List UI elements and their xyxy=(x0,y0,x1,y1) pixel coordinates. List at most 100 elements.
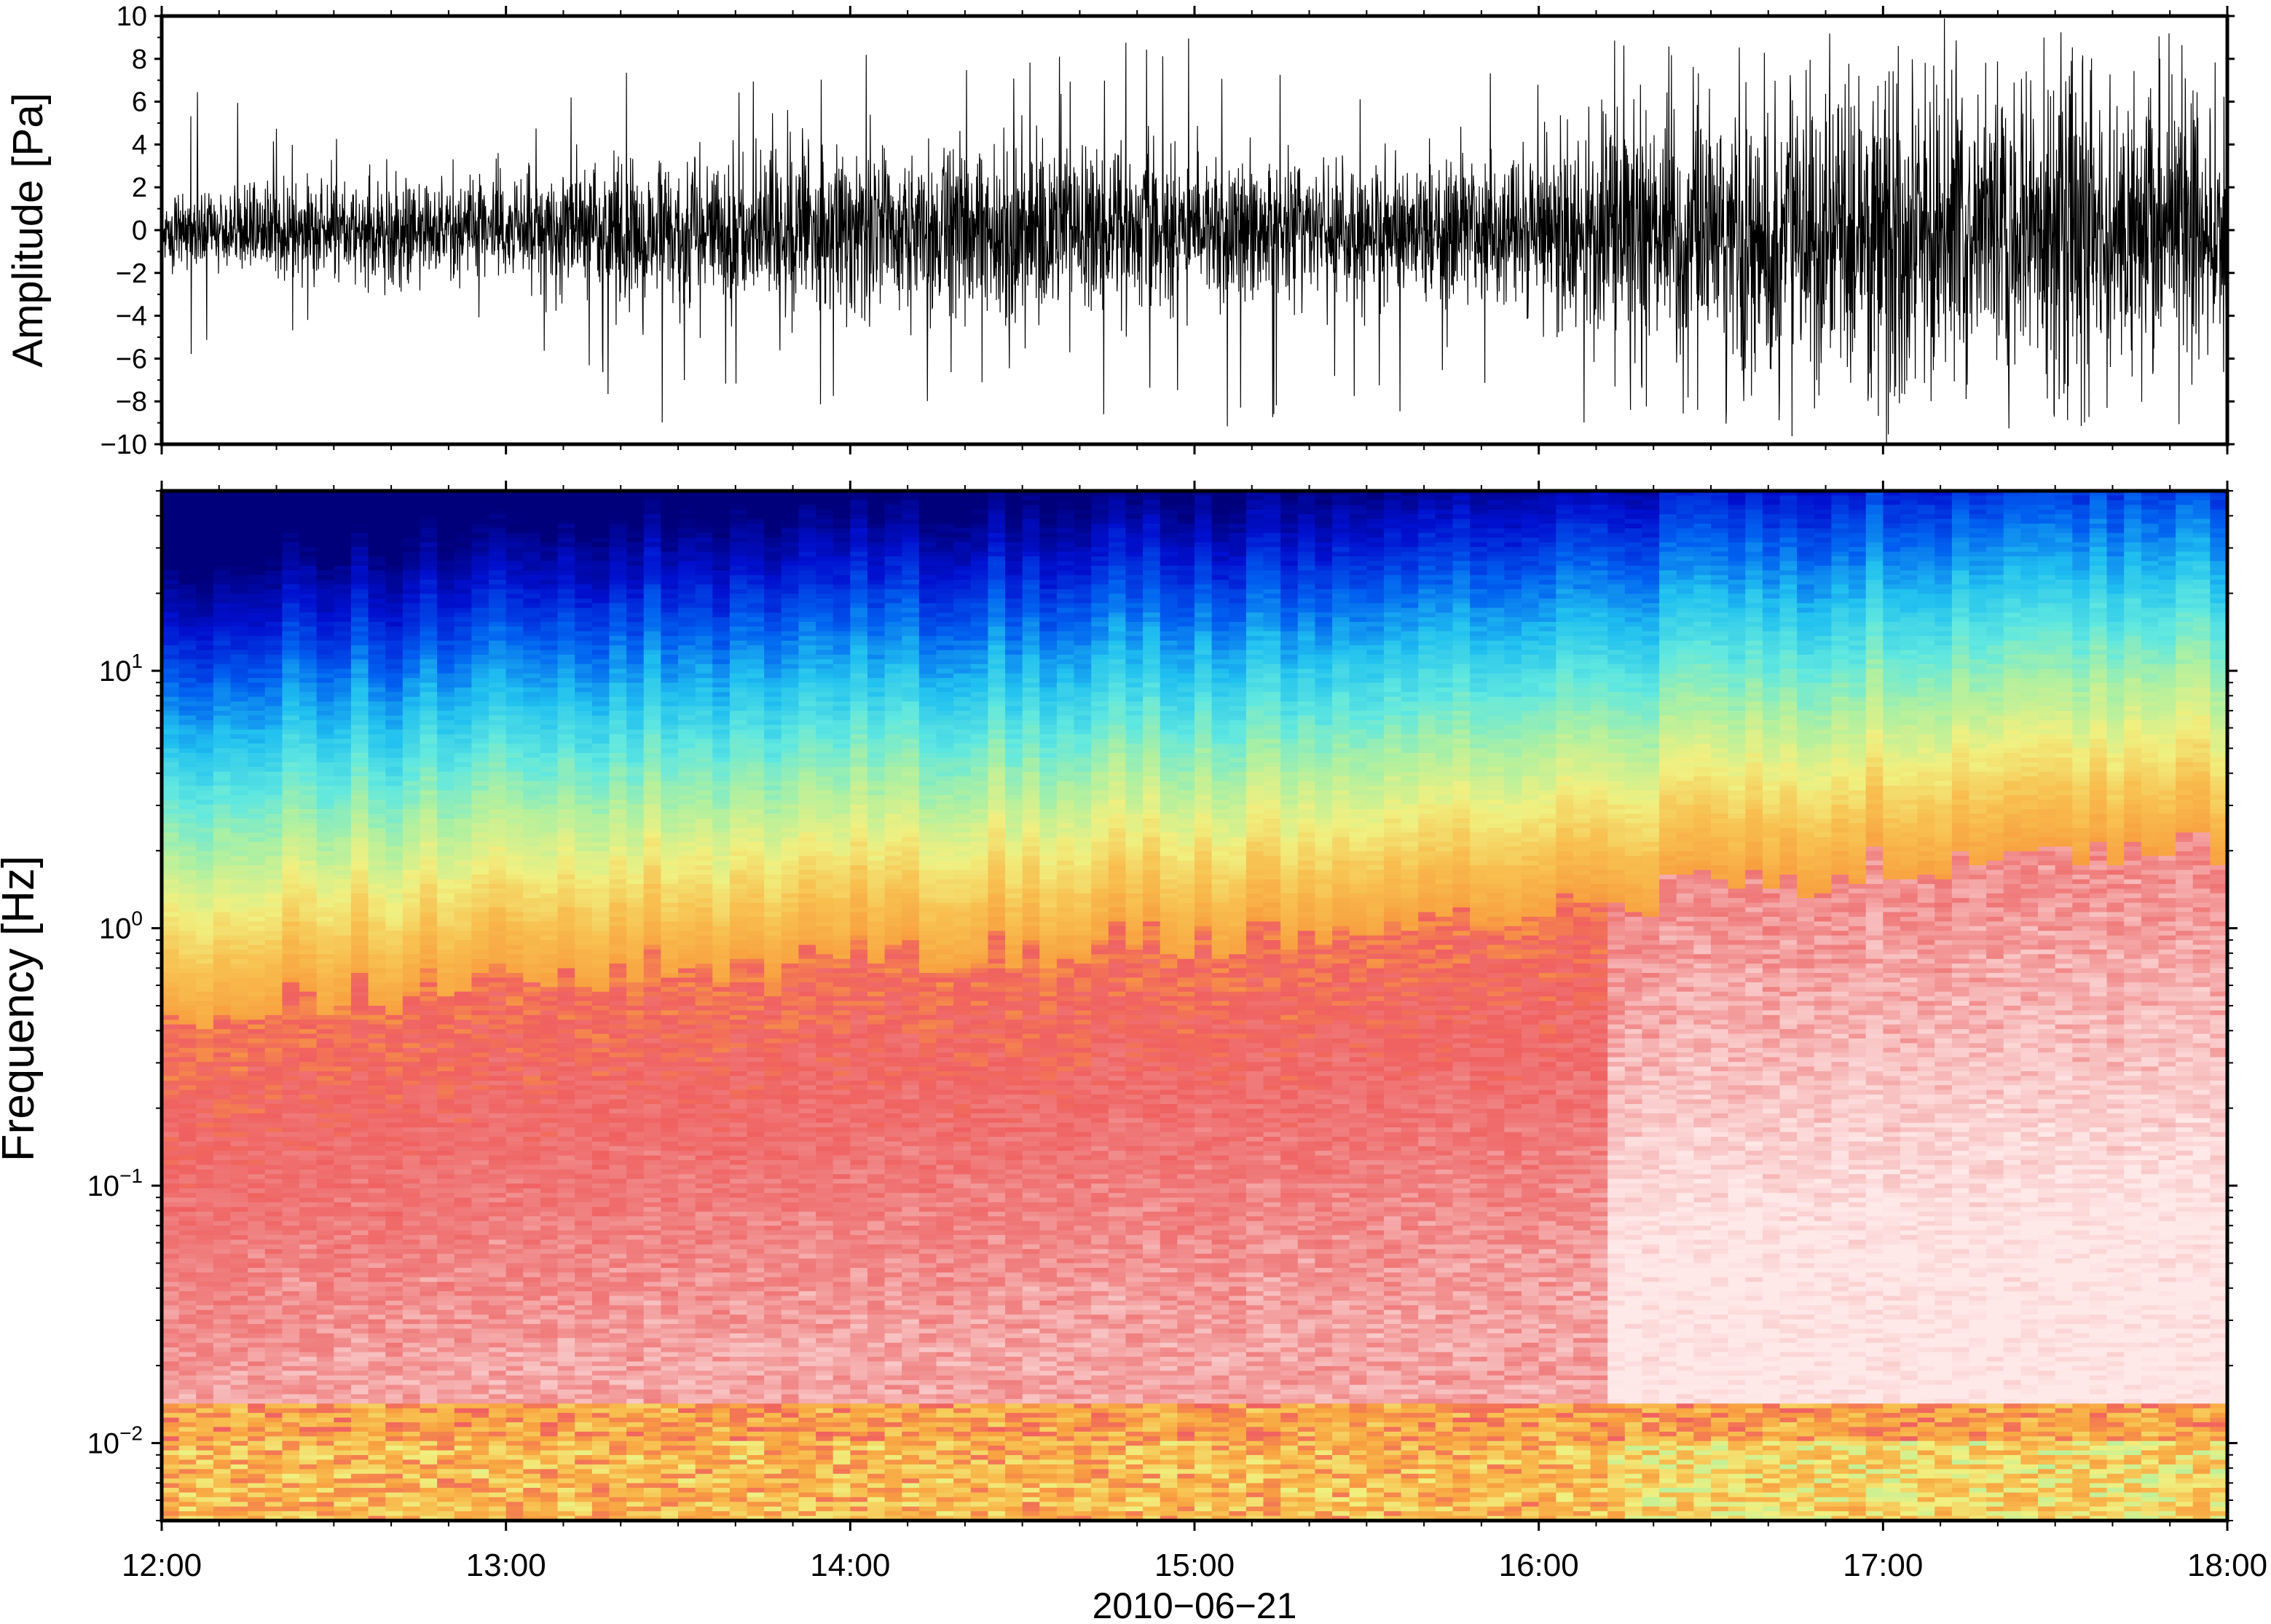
spectrogram-cell xyxy=(265,1151,283,1156)
spectrogram-cell xyxy=(299,1174,317,1179)
spectrogram-cell xyxy=(489,556,506,561)
spectrogram-cell xyxy=(471,626,489,631)
spectrogram-cell xyxy=(282,1459,299,1465)
spectrogram-cell xyxy=(282,1324,299,1329)
spectrogram-cell xyxy=(506,1137,524,1142)
spectrogram-cell xyxy=(213,594,231,599)
spectrogram-cell xyxy=(265,528,283,533)
spectrogram-cell xyxy=(179,786,197,791)
spectrogram-cell xyxy=(437,1067,454,1072)
spectrogram-cell xyxy=(471,813,489,819)
spectrogram-cell xyxy=(369,706,386,712)
spectrogram-cell xyxy=(506,612,524,618)
spectrogram-cell xyxy=(351,1258,369,1264)
spectrogram-cell xyxy=(317,931,334,936)
spectrogram-cell xyxy=(162,570,179,575)
spectrogram-cell xyxy=(265,570,283,575)
spectrogram-cell xyxy=(213,683,231,688)
spectrogram-cell xyxy=(196,608,213,613)
spectrogram-cell xyxy=(213,828,231,833)
spectrogram-cell xyxy=(162,1333,179,1339)
spectrogram-cell xyxy=(317,1254,334,1259)
spectrogram-cell xyxy=(454,1226,472,1231)
spectrogram-cell xyxy=(231,856,248,861)
spectrogram-cell xyxy=(454,575,472,580)
spectrogram-cell xyxy=(265,612,283,618)
spectrogram-cell xyxy=(248,1183,265,1189)
spectrogram-cell xyxy=(265,1076,283,1081)
spectrogram-cell xyxy=(351,687,369,693)
spectrogram-cell xyxy=(351,552,369,557)
spectrogram-cell xyxy=(489,865,506,870)
spectrogram-cell xyxy=(471,1291,489,1296)
spectrogram-cell xyxy=(196,687,213,693)
spectrogram-cell xyxy=(265,1390,283,1395)
spectrogram-cell xyxy=(248,1174,265,1179)
spectrogram-cell xyxy=(385,1015,403,1020)
spectrogram-cell xyxy=(369,1081,386,1086)
spectrogram-cell xyxy=(489,1488,506,1493)
spectrogram-cell xyxy=(299,1048,317,1053)
spectrogram-cell xyxy=(437,608,454,613)
spectrogram-cell xyxy=(385,631,403,636)
spectrogram-cell xyxy=(162,519,179,524)
spectrogram-cell xyxy=(334,907,351,912)
spectrogram-cell xyxy=(282,1179,299,1184)
spectrogram-cell xyxy=(282,1291,299,1296)
spectrogram-cell xyxy=(385,1441,403,1446)
spectrogram-cell xyxy=(334,945,351,950)
spectrogram-cell xyxy=(265,875,283,880)
spectrogram-cell xyxy=(437,495,454,500)
spectrogram-cell xyxy=(437,1413,454,1418)
spectrogram-cell xyxy=(179,1174,197,1179)
spectrogram-cell xyxy=(351,861,369,866)
spectrogram-cell xyxy=(248,790,265,795)
spectrogram-cell xyxy=(454,570,472,575)
spectrogram-cell xyxy=(299,912,317,917)
spectrogram-cell xyxy=(265,1418,283,1423)
spectrogram-cell xyxy=(403,674,420,679)
spectrogram-cell xyxy=(403,973,420,978)
spectrogram-cell xyxy=(489,636,506,641)
spectrogram-cell xyxy=(213,641,231,646)
spectrogram-cell xyxy=(282,898,299,903)
spectrogram-cell xyxy=(454,1029,472,1034)
spectrogram-cell xyxy=(282,744,299,749)
spectrogram-cell xyxy=(523,846,540,851)
spectrogram-cell xyxy=(471,1127,489,1132)
spectrogram-cell xyxy=(523,1432,540,1437)
spectrogram-cell xyxy=(299,987,317,992)
spectrogram-cell xyxy=(385,1108,403,1113)
spectrogram-cell xyxy=(179,725,197,730)
spectrogram-cell xyxy=(351,514,369,519)
spectrogram-cell xyxy=(162,1174,179,1179)
spectrogram-cell xyxy=(385,1390,403,1395)
spectrogram-cell xyxy=(369,514,386,519)
spectrogram-cell xyxy=(334,1492,351,1497)
spectrogram-cell xyxy=(489,931,506,936)
spectrogram-cell xyxy=(248,903,265,908)
spectrogram-cell xyxy=(471,1239,489,1245)
spectrogram-cell xyxy=(196,954,213,959)
spectrogram-cell xyxy=(454,1432,472,1437)
spectrogram-cell xyxy=(523,1137,540,1142)
spectrogram-cell xyxy=(299,1502,317,1507)
spectrogram-cell xyxy=(265,795,283,800)
spectrogram-cell xyxy=(471,524,489,529)
spectrogram-cell xyxy=(489,599,506,604)
spectrogram-cell xyxy=(231,500,248,505)
spectrogram-cell xyxy=(420,912,438,917)
spectrogram-cell xyxy=(162,1320,179,1325)
spectrogram-cell xyxy=(403,599,420,604)
spectrogram-cell xyxy=(282,1231,299,1236)
spectrogram-cell xyxy=(231,519,248,524)
spectrogram-cell xyxy=(523,894,540,899)
spectrogram-cell xyxy=(299,519,317,524)
spectrogram-cell xyxy=(282,809,299,814)
spectrogram-cell xyxy=(196,931,213,936)
spectrogram-cell xyxy=(471,1474,489,1479)
spectrogram-cell xyxy=(437,837,454,843)
spectrogram-cell xyxy=(385,580,403,585)
spectrogram-cell xyxy=(317,580,334,585)
spectrogram-cell xyxy=(369,1221,386,1226)
